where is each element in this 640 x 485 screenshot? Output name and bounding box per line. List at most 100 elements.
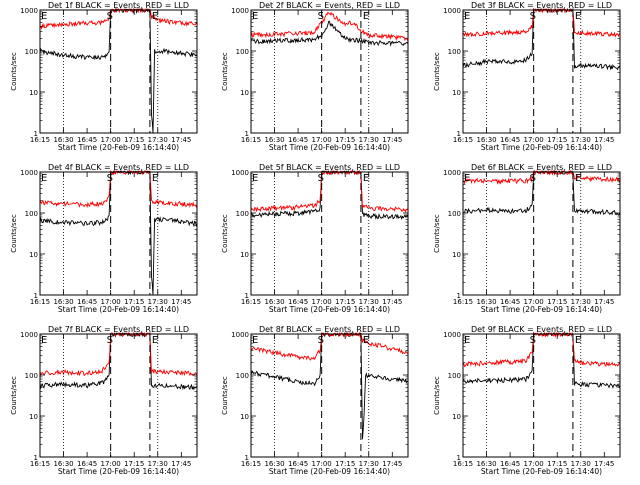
- x-tick-label: 17:15: [124, 136, 144, 144]
- y-tick-label: 1000: [231, 331, 249, 339]
- panel-title: Det 5f BLACK = Events, RED = LLD: [259, 163, 400, 172]
- lld-series-line: [462, 331, 621, 368]
- y-tick-label: 100: [25, 48, 38, 56]
- y-tick-label: 10: [452, 89, 461, 97]
- x-tick-label: 17:00: [312, 298, 332, 306]
- x-axis-label: Start Time (20-Feb-09 16:14:40): [269, 467, 390, 476]
- y-tick-label: 10: [452, 413, 461, 421]
- end-marker-label: E: [363, 335, 369, 346]
- x-tick-label: 17:30: [571, 136, 591, 144]
- end-marker-label: E: [575, 173, 581, 184]
- y-tick-label: 1: [457, 292, 461, 300]
- y-tick-label: 10: [240, 413, 249, 421]
- x-axis-label: Start Time (20-Feb-09 16:14:40): [481, 467, 602, 476]
- x-tick-label: 17:15: [547, 460, 567, 468]
- x-tick-label: 16:30: [53, 136, 73, 144]
- panel-title: Det 7f BLACK = Events, RED = LLD: [48, 325, 189, 334]
- panel-title: Det 6f BLACK = Events, RED = LLD: [471, 163, 612, 172]
- x-tick-label: 16:30: [476, 460, 496, 468]
- x-tick-label: 17:30: [359, 298, 379, 306]
- x-tick-label: 16:45: [500, 460, 520, 468]
- x-tick-label: 16:30: [53, 298, 73, 306]
- end-marker-label: E: [152, 335, 158, 346]
- y-axis-label: Counts/sec: [10, 52, 18, 91]
- y-axis-label: Counts/sec: [10, 376, 18, 415]
- lld-series-line: [462, 169, 621, 185]
- events-series-line: [39, 169, 198, 296]
- x-tick-label: 17:15: [547, 136, 567, 144]
- y-tick-label: 1: [457, 454, 461, 462]
- y-tick-label: 10: [29, 89, 38, 97]
- y-axis-label: Counts/sec: [221, 52, 229, 91]
- end-marker-label: E: [41, 11, 47, 22]
- y-tick-label: 100: [448, 372, 461, 380]
- start-marker-label: S: [318, 335, 324, 346]
- x-tick-label: 16:45: [288, 136, 308, 144]
- x-tick-label: 17:00: [101, 298, 121, 306]
- y-tick-label: 1000: [231, 7, 249, 15]
- x-tick-label: 17:00: [101, 460, 121, 468]
- x-tick-label: 16:30: [264, 298, 284, 306]
- events-series-line: [39, 7, 198, 134]
- y-axis-label: Counts/sec: [221, 376, 229, 415]
- y-tick-label: 10: [240, 251, 249, 259]
- x-tick-label: 16:30: [53, 460, 73, 468]
- y-tick-label: 100: [236, 210, 249, 218]
- end-marker-label: E: [41, 173, 47, 184]
- x-tick-label: 17:45: [594, 298, 614, 306]
- x-tick-label: 16:15: [241, 136, 261, 144]
- lld-series-line: [250, 11, 409, 42]
- plot-frame: [462, 9, 621, 134]
- x-tick-label: 16:15: [453, 460, 473, 468]
- x-tick-label: 16:15: [30, 136, 50, 144]
- end-marker-label: E: [464, 173, 470, 184]
- x-tick-label: 17:30: [148, 460, 168, 468]
- start-marker-label: S: [530, 173, 536, 184]
- x-tick-label: 16:15: [453, 136, 473, 144]
- end-marker-label: E: [575, 335, 581, 346]
- x-tick-label: 16:45: [500, 298, 520, 306]
- plot-frame: [250, 9, 409, 134]
- panel-title: Det 2f BLACK = Events, RED = LLD: [259, 1, 400, 10]
- x-tick-label: 17:00: [524, 460, 544, 468]
- y-axis-label: Counts/sec: [221, 214, 229, 253]
- x-tick-label: 16:45: [288, 298, 308, 306]
- x-tick-label: 17:45: [382, 460, 402, 468]
- plot-frame: [250, 171, 409, 296]
- panel-title: Det 4f BLACK = Events, RED = LLD: [48, 163, 189, 172]
- y-tick-label: 1000: [20, 169, 38, 177]
- x-tick-label: 17:30: [148, 136, 168, 144]
- lld-series-line: [250, 169, 409, 214]
- lld-series-line: [39, 7, 198, 30]
- y-tick-label: 1000: [443, 169, 461, 177]
- y-tick-label: 1: [34, 130, 38, 138]
- x-tick-label: 16:30: [264, 460, 284, 468]
- x-axis-label: Start Time (20-Feb-09 16:14:40): [269, 143, 390, 152]
- end-marker-label: E: [252, 335, 258, 346]
- y-tick-label: 100: [448, 48, 461, 56]
- x-axis-label: Start Time (20-Feb-09 16:14:40): [481, 143, 602, 152]
- x-tick-label: 16:15: [241, 298, 261, 306]
- y-tick-label: 10: [29, 251, 38, 259]
- end-marker-label: E: [252, 173, 258, 184]
- lld-series-line: [462, 7, 621, 38]
- events-series-line: [250, 20, 409, 47]
- events-series-line: [462, 7, 621, 71]
- x-tick-label: 17:15: [547, 298, 567, 306]
- y-axis-label: Counts/sec: [433, 52, 441, 91]
- plot-frame: [39, 171, 198, 296]
- x-tick-label: 16:45: [77, 298, 97, 306]
- y-tick-label: 1000: [20, 7, 38, 15]
- end-marker-label: E: [41, 335, 47, 346]
- x-tick-label: 17:15: [335, 136, 355, 144]
- x-tick-label: 17:45: [171, 460, 191, 468]
- events-series-line: [250, 331, 408, 440]
- y-tick-label: 1: [457, 130, 461, 138]
- x-tick-label: 17:45: [382, 136, 402, 144]
